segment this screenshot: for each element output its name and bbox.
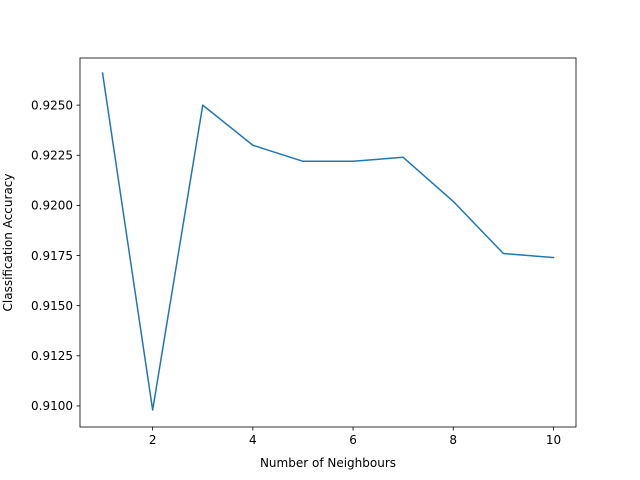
x-tick-label: 2 bbox=[149, 433, 157, 447]
axes: 2 4 6 8 10 0.91000.91250.91500.91750.92000.9… bbox=[1, 57, 577, 470]
x-tick-label: 8 bbox=[449, 433, 457, 447]
axes-frame bbox=[79, 57, 577, 428]
y-tick-label: 0.9225 bbox=[31, 149, 73, 163]
plot-area bbox=[101, 72, 555, 411]
y-tick-label: 0.9150 bbox=[31, 299, 73, 313]
y-tick-label: 0.9100 bbox=[31, 399, 73, 413]
y-tick-label: 0.9200 bbox=[31, 199, 73, 213]
y-axis-label: Classification Accuracy bbox=[1, 174, 15, 312]
y-axis-ticks: 0.9100 0.9125 0.9150 0.9175 0.9200 0.9225 0.92… bbox=[31, 98, 80, 413]
x-tick-label: 6 bbox=[349, 433, 357, 447]
series-line bbox=[101, 72, 555, 411]
x-tick-label: 10 bbox=[546, 433, 561, 447]
y-tick-label: 0.9250 bbox=[31, 98, 73, 112]
y-tick-label: 0.9125 bbox=[31, 349, 73, 363]
y-tick-label: 0.9175 bbox=[31, 249, 73, 263]
x-tick-label: 4 bbox=[249, 433, 257, 447]
x-axis-label: Number of Neighbours bbox=[260, 456, 396, 470]
x-axis-ticks: 2 4 6 8 10 bbox=[149, 427, 561, 447]
